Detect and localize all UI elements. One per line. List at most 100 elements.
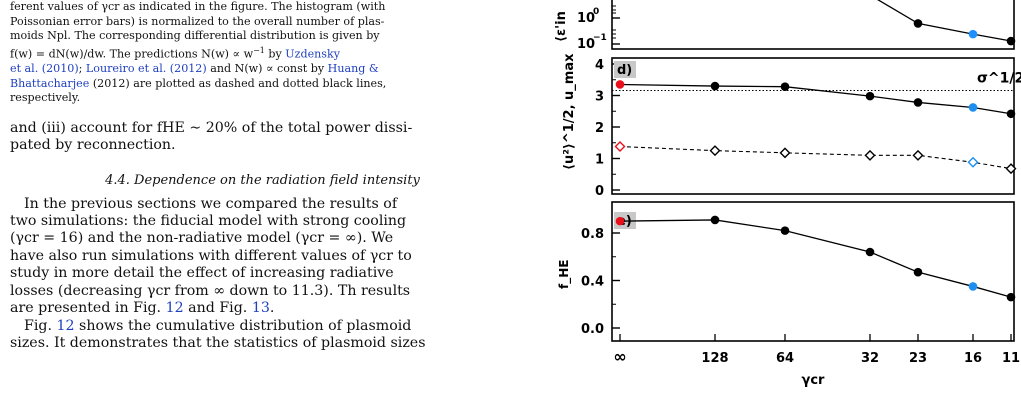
data-point [968, 103, 978, 112]
data-point [1005, 163, 1017, 175]
x-tick-label: ∞ [613, 347, 626, 366]
paragraph-line: are presented in Fig. [10, 300, 166, 317]
x-tick-label: 128 [701, 351, 728, 366]
caption-line: respectively. [10, 91, 81, 105]
citation-link[interactable]: Uzdensky [285, 47, 340, 61]
paragraph-line: . [269, 300, 275, 317]
paragraph: and (iii) account for fHE ∼ 20% of the t… [10, 120, 515, 155]
data-point [710, 215, 720, 225]
x-tick-label: 16 [964, 351, 982, 366]
tick-label: 10 [577, 11, 595, 26]
paragraph-line: Fig. [24, 317, 57, 334]
tick-label: 1 [595, 153, 604, 168]
data-point [780, 226, 790, 235]
caption-line: ; [78, 62, 86, 76]
citation-link[interactable]: Loureiro et al. (2012) [85, 62, 207, 76]
tick-label: 3 [595, 90, 604, 105]
paragraph-line: shows the cumulative distribution of pla… [74, 317, 412, 334]
tick-label: −1 [593, 33, 607, 43]
data-point [779, 147, 791, 159]
series-line-dashed [619, 145, 1012, 170]
caption-line: and N(w) ∝ const by [206, 62, 328, 76]
y-axis-label: ⟨ε'in [554, 11, 569, 42]
x-tick-label: 32 [861, 351, 879, 366]
paragraph-line: losses (decreasing γcr from ∞ down to 11… [10, 282, 411, 299]
data-point [968, 29, 978, 39]
paragraph-line: and (iii) account for fHE ∼ 20% of the t… [10, 119, 413, 136]
caption-line: (2012) are plotted as dashed and dotted … [89, 76, 387, 90]
x-tick-label: 23 [909, 351, 927, 366]
data-point [967, 156, 979, 168]
caption-line: ferent values of γcr as indicated in the… [10, 0, 386, 13]
x-tick-label: 64 [776, 351, 794, 366]
paragraph-line: have also run simulations with different… [10, 247, 412, 264]
data-point [865, 91, 875, 101]
paragraph-line: (γcr = 16) and the non-radiative model (… [10, 230, 394, 247]
panel-label: d) [617, 63, 632, 78]
series-line [877, 0, 1012, 42]
data-point [615, 80, 625, 89]
caption-line: Poissonian error bars) is normalized to … [10, 14, 385, 28]
data-point [780, 82, 790, 91]
paragraph-line: and Fig. [183, 300, 252, 317]
paragraph: Fig. 12 shows the cumulative distributio… [10, 318, 515, 353]
citation-link[interactable]: Huang & [327, 62, 379, 76]
tick-label: 0 [595, 184, 604, 199]
data-point [912, 149, 924, 161]
tick-label: 0.8 [581, 227, 604, 242]
data-point [1006, 109, 1016, 119]
data-point [913, 267, 923, 277]
citation-link[interactable]: et al. (2010) [10, 62, 79, 76]
tick-label: 0 [593, 7, 599, 17]
paragraph-line: pated by reconnection. [10, 137, 176, 154]
data-point [913, 98, 923, 107]
figure-link[interactable]: 13 [251, 300, 270, 317]
paragraph-line: study in more detail the effect of incre… [10, 265, 394, 282]
data-point [913, 19, 923, 28]
paragraph-line: two simulations: the fiducial model with… [10, 213, 407, 230]
paragraph-line: In the previous sections we compared the… [24, 195, 398, 212]
data-point [865, 247, 875, 257]
series-line [619, 219, 1012, 298]
caption-exponent: −1 [253, 45, 265, 55]
tick-label: 10 [577, 37, 595, 52]
figure-caption: ferent values of γcr as indicated in the… [10, 0, 515, 106]
tick-label: 0.0 [581, 322, 604, 337]
data-point [614, 141, 626, 153]
paragraph: In the previous sections we compared the… [10, 196, 515, 318]
x-tick-label: 11 [1002, 351, 1020, 366]
reference-label: σ^1/2 [977, 70, 1021, 86]
x-axis: ∞ 128 64 32 23 16 11 γcr [613, 347, 1020, 388]
citation-link[interactable]: Bhattacharjee [10, 76, 90, 90]
data-point [968, 282, 978, 291]
panel-d: 0 1 2 3 4 d) σ^1/2 ⟨u²⟩^1/2, u_max [562, 53, 1021, 199]
panel-e: 0.00.40.8e)f_HE [557, 201, 1016, 342]
y-axis-label: ⟨u²⟩^1/2, u_max [562, 53, 577, 170]
data-point [709, 145, 721, 157]
figure-link[interactable]: 12 [165, 300, 184, 317]
caption-line: by [264, 47, 286, 61]
figure-link[interactable]: 12 [56, 317, 75, 334]
x-axis-label: γcr [802, 373, 826, 388]
panel-label-box [614, 61, 636, 78]
y-axis-label: f_HE [557, 260, 572, 289]
data-point [710, 81, 720, 91]
data-point [1006, 36, 1016, 46]
paragraph-line: sizes. It demonstrates that the statisti… [10, 334, 426, 351]
tick-label: 2 [595, 121, 604, 136]
data-point [615, 216, 625, 226]
data-point [1006, 292, 1016, 302]
panel-e-frame [611, 201, 1015, 342]
series-line [619, 83, 1012, 115]
caption-line: moids Npl. The corresponding differentia… [10, 29, 380, 43]
caption-line: f(w) = dN(w)/dw. The predictions N(w) ∝ … [10, 47, 254, 61]
data-point [864, 149, 876, 161]
tick-label: 0.4 [581, 275, 604, 290]
tick-label: 4 [595, 58, 604, 73]
text-column: ferent values of γcr as indicated in the… [10, 0, 515, 352]
panel-c-frame [611, 0, 1015, 50]
panel-d-frame [611, 57, 1015, 195]
section-heading: 4.4. Dependence on the radiation field i… [105, 172, 420, 188]
